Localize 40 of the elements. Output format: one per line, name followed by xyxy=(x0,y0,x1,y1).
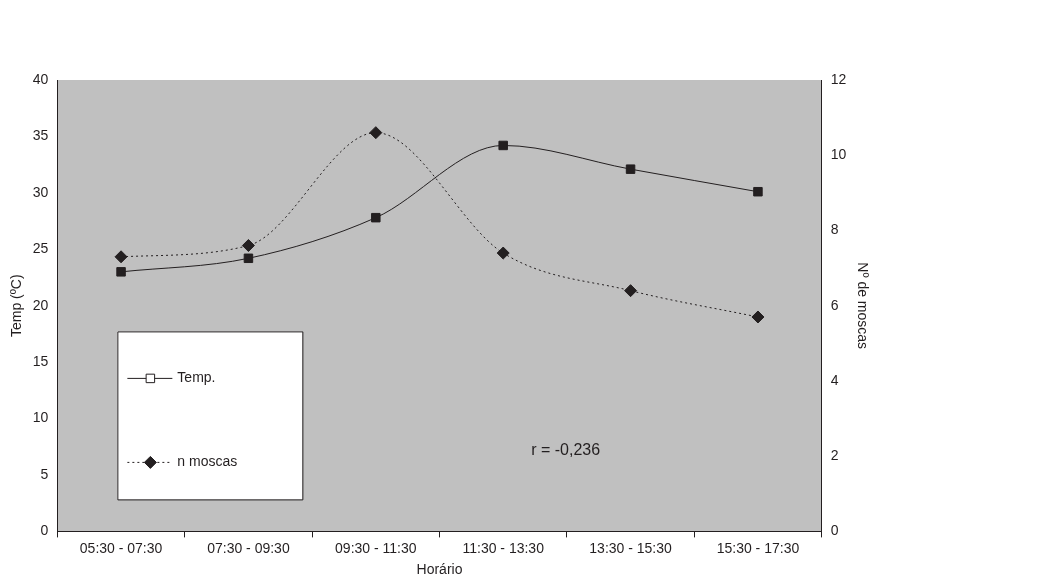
point xyxy=(624,284,638,298)
point xyxy=(751,310,765,324)
point xyxy=(116,267,126,277)
y-tick-label: 25 xyxy=(32,240,49,257)
y2-tick-label: 10 xyxy=(830,146,847,163)
annotation: r = -0,236 xyxy=(531,440,601,458)
y2-tick-label: 6 xyxy=(830,296,839,313)
y2-tick-label: 4 xyxy=(830,371,839,388)
x-axis-title: Horário xyxy=(416,561,463,578)
x-tick-label: 09:30 - 11:30 xyxy=(335,539,417,556)
y-tick-label: 30 xyxy=(32,183,49,200)
point xyxy=(753,186,763,197)
y2-tick-label: 0 xyxy=(830,522,839,539)
point xyxy=(243,253,254,264)
y-tick-label: 0 xyxy=(40,522,49,539)
legend-label: Temp. xyxy=(177,369,216,386)
y-tick-label: 10 xyxy=(32,409,49,426)
point xyxy=(114,250,128,264)
point xyxy=(371,212,381,223)
x-tick-label: 05:30 - 07:30 xyxy=(79,539,163,556)
x-tick-label: 11:30 - 13:30 xyxy=(462,539,545,556)
point xyxy=(369,126,383,140)
point xyxy=(498,140,508,151)
y-axis-title: Temp (ºC) xyxy=(8,274,25,338)
y2-axis-title: Nº de moscas xyxy=(854,262,871,350)
y2-tick-label: 2 xyxy=(830,447,839,464)
y-tick-label: 15 xyxy=(32,352,49,369)
point xyxy=(496,246,510,260)
y2-tick-label: 12 xyxy=(830,70,847,87)
point xyxy=(241,239,255,253)
y-tick-label: 20 xyxy=(32,296,49,313)
x-tick-label: 07:30 - 09:30 xyxy=(207,539,290,556)
y-tick-label: 35 xyxy=(32,127,49,144)
x-tick-label: 15:30 - 17:30 xyxy=(716,539,800,556)
y-tick-label: 40 xyxy=(32,70,49,87)
point xyxy=(625,164,636,174)
y2-tick-label: 8 xyxy=(830,221,839,238)
y-tick-label: 5 xyxy=(40,465,49,482)
legend-label: n moscas xyxy=(177,453,238,470)
x-tick-label: 13:30 - 15:30 xyxy=(589,539,673,556)
